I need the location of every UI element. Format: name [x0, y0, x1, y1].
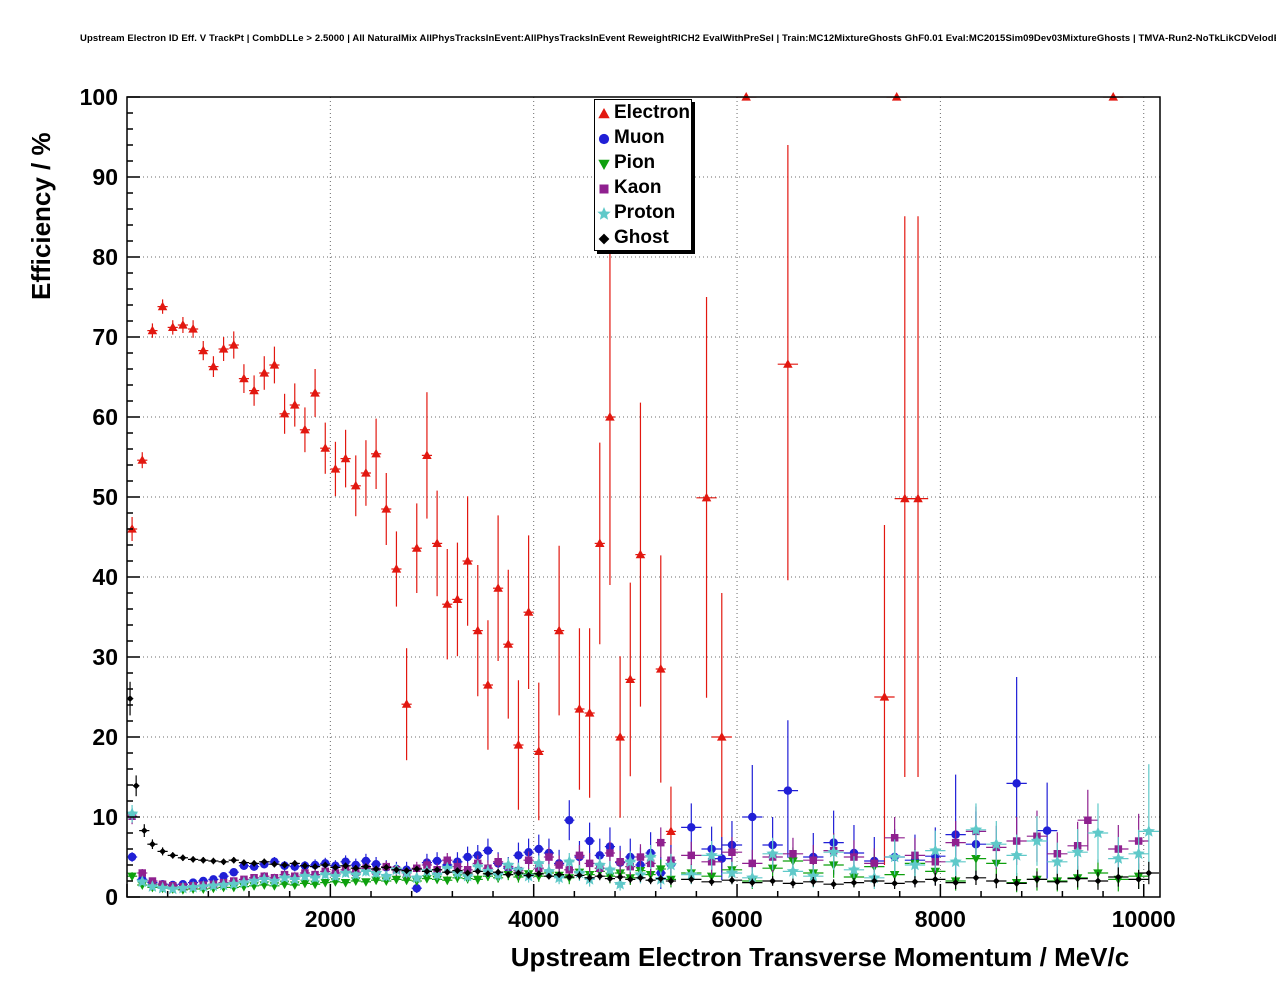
electron-triangle-icon: [595, 104, 613, 122]
y-tick-label: 50: [92, 484, 118, 510]
x-axis-title: Upstream Electron Transverse Momentum / …: [510, 942, 1130, 972]
legend-label-kaon: Kaon: [614, 176, 662, 198]
y-tick-label: 100: [80, 84, 118, 110]
kaon-square-icon: [595, 179, 613, 197]
y-tick-label: 0: [105, 884, 118, 910]
y-tick-label: 30: [92, 644, 118, 670]
legend-item-proton: Proton: [595, 200, 691, 225]
series-markers: [126, 695, 1153, 888]
plot-title: Upstream Electron ID Eff. V TrackPt | Co…: [80, 33, 1276, 44]
x-tick-label: 8000: [915, 906, 966, 932]
legend-label-proton: Proton: [614, 201, 676, 223]
legend-label-pion: Pion: [614, 151, 656, 173]
legend-item-electron: Electron: [595, 100, 691, 125]
series-markers: [125, 807, 1155, 895]
y-tick-label: 60: [92, 404, 118, 430]
legend-item-ghost: Ghost: [595, 225, 691, 250]
series-electron: [127, 92, 1124, 877]
y-tick-label: 70: [92, 324, 118, 350]
y-tick-label: 90: [92, 164, 118, 190]
legend-label-electron: Electron: [614, 101, 691, 123]
legend: Electron Muon Pion Kaon Proton Ghost: [594, 99, 692, 251]
legend-item-kaon: Kaon: [595, 175, 691, 200]
series-markers: [128, 812, 1143, 891]
series-proton: [125, 764, 1159, 895]
y-tick-label: 80: [92, 244, 118, 270]
x-tick-label: 10000: [1112, 906, 1176, 932]
series-ghost: [126, 681, 1159, 891]
y-tick-label: 10: [92, 804, 118, 830]
y-tick-label: 40: [92, 564, 118, 590]
legend-item-muon: Muon: [595, 125, 691, 150]
legend-item-pion: Pion: [595, 150, 691, 175]
ghost-diamond-icon: [595, 229, 613, 247]
pion-triangle-down-icon: [595, 154, 613, 172]
x-tick-label: 2000: [305, 906, 356, 932]
muon-circle-icon: [595, 129, 613, 147]
x-tick-label: 6000: [711, 906, 762, 932]
legend-label-muon: Muon: [614, 126, 665, 148]
series-markers: [127, 92, 1118, 835]
y-tick-label: 20: [92, 724, 118, 750]
proton-star-icon: [595, 204, 613, 222]
axis-ticks: [126, 96, 1145, 898]
x-tick-label: 4000: [508, 906, 559, 932]
tick-labels: 0 10 20 30 40 50 60 70 80 90 100 2000 4000 6000 8000 10…: [80, 84, 1176, 932]
gridlines: [127, 97, 1160, 897]
y-axis-title: Efficiency / %: [26, 132, 56, 300]
legend-label-ghost: Ghost: [614, 226, 669, 248]
